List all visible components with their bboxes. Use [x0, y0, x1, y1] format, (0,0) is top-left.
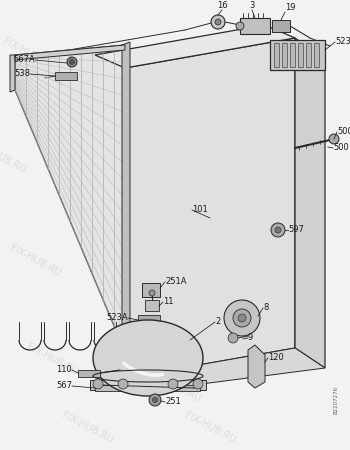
FancyBboxPatch shape — [55, 72, 77, 80]
Text: 500A: 500A — [337, 127, 350, 136]
Text: FIX-HUB.RU: FIX-HUB.RU — [148, 369, 202, 405]
FancyBboxPatch shape — [298, 43, 303, 67]
Text: 523A: 523A — [106, 314, 128, 323]
Text: B2207276: B2207276 — [334, 386, 338, 414]
Text: 19: 19 — [285, 3, 295, 12]
Text: 9: 9 — [248, 333, 253, 342]
Polygon shape — [295, 38, 325, 368]
Text: 101: 101 — [192, 206, 208, 215]
Text: 538: 538 — [14, 69, 30, 78]
Text: 567: 567 — [56, 382, 72, 391]
Polygon shape — [10, 55, 15, 92]
Circle shape — [67, 57, 77, 67]
Text: 597: 597 — [288, 225, 304, 234]
Circle shape — [149, 290, 155, 296]
Polygon shape — [15, 45, 125, 352]
Text: FIX-HUB.RU: FIX-HUB.RU — [183, 194, 237, 229]
FancyBboxPatch shape — [282, 43, 287, 67]
Circle shape — [168, 379, 178, 389]
Text: 11: 11 — [163, 297, 174, 306]
Polygon shape — [122, 42, 130, 355]
FancyBboxPatch shape — [274, 43, 279, 67]
Text: 500: 500 — [333, 144, 349, 153]
Text: 8: 8 — [263, 303, 268, 312]
Circle shape — [70, 59, 75, 64]
FancyBboxPatch shape — [145, 300, 159, 311]
Ellipse shape — [93, 320, 203, 396]
Circle shape — [118, 379, 128, 389]
Text: 251A: 251A — [165, 278, 187, 287]
Circle shape — [93, 379, 103, 389]
Text: FIX-HUB.RU: FIX-HUB.RU — [60, 410, 115, 445]
Text: FIX-HUB.RU: FIX-HUB.RU — [218, 243, 272, 279]
FancyBboxPatch shape — [314, 43, 319, 67]
Text: FIX-HUB.RU: FIX-HUB.RU — [0, 140, 27, 175]
Text: FIX-HUB.RU: FIX-HUB.RU — [106, 63, 160, 99]
Text: FIX-HUB.RU: FIX-HUB.RU — [253, 320, 307, 355]
Text: 251: 251 — [165, 397, 181, 406]
Circle shape — [271, 223, 285, 237]
Text: FIX-HUB.RU: FIX-HUB.RU — [270, 140, 325, 175]
Circle shape — [275, 227, 281, 233]
Text: 110: 110 — [56, 365, 72, 374]
FancyBboxPatch shape — [272, 20, 290, 32]
Polygon shape — [125, 348, 325, 390]
Text: 120: 120 — [268, 354, 284, 363]
Circle shape — [211, 15, 225, 29]
Text: FIX-HUB.RU: FIX-HUB.RU — [113, 270, 167, 306]
Text: 3: 3 — [249, 1, 255, 10]
Polygon shape — [90, 380, 206, 390]
Circle shape — [238, 314, 246, 322]
Text: FIX-HUB.RU: FIX-HUB.RU — [183, 410, 237, 445]
Text: 2: 2 — [215, 318, 220, 327]
FancyBboxPatch shape — [95, 385, 200, 391]
Circle shape — [228, 333, 238, 343]
Text: 16: 16 — [217, 1, 227, 10]
Text: FIX-HUB.RU: FIX-HUB.RU — [25, 342, 80, 378]
Polygon shape — [15, 45, 125, 60]
FancyBboxPatch shape — [138, 315, 160, 325]
Text: 523: 523 — [335, 37, 350, 46]
Text: FIX-HUB.RU: FIX-HUB.RU — [78, 167, 132, 202]
FancyBboxPatch shape — [142, 283, 160, 297]
Polygon shape — [95, 25, 295, 68]
Polygon shape — [248, 345, 265, 388]
Text: 567A: 567A — [13, 55, 35, 64]
Circle shape — [233, 309, 251, 327]
FancyBboxPatch shape — [240, 18, 270, 34]
Circle shape — [153, 397, 158, 402]
FancyBboxPatch shape — [270, 40, 325, 70]
Circle shape — [215, 19, 221, 25]
Text: FIX-HUB.RU: FIX-HUB.RU — [1, 36, 55, 72]
Circle shape — [236, 22, 244, 30]
Text: FIX-HUB.RU: FIX-HUB.RU — [8, 243, 62, 279]
FancyBboxPatch shape — [306, 43, 311, 67]
Circle shape — [329, 134, 339, 144]
FancyBboxPatch shape — [78, 370, 100, 377]
Polygon shape — [125, 38, 295, 378]
Circle shape — [224, 300, 260, 336]
Circle shape — [149, 394, 161, 406]
Text: FIX-HUB.RU: FIX-HUB.RU — [211, 90, 265, 126]
FancyBboxPatch shape — [290, 43, 295, 67]
Circle shape — [193, 379, 203, 389]
